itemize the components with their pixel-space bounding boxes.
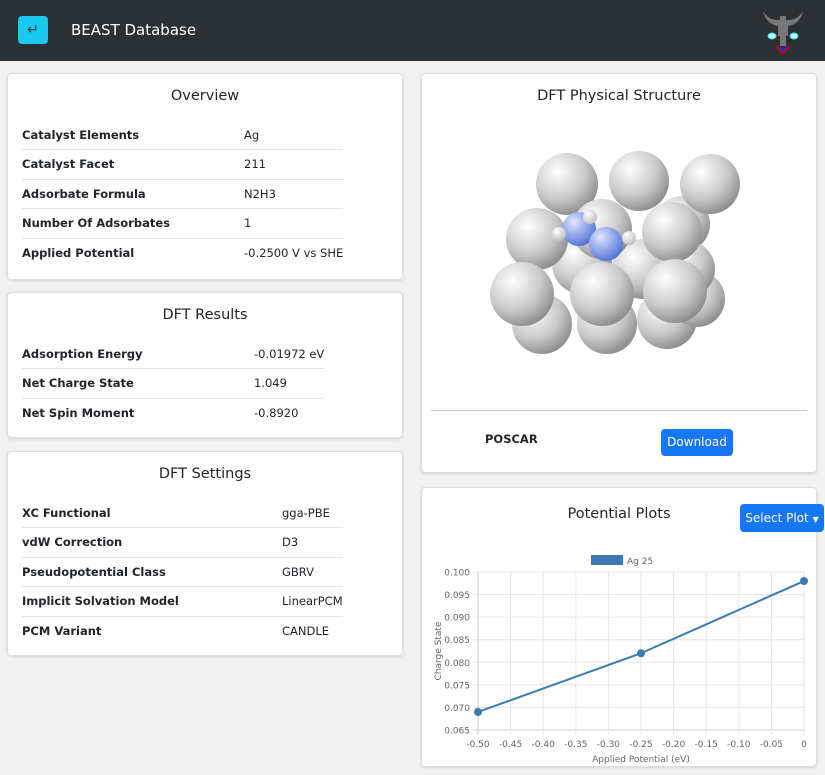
row-value: 1 — [244, 208, 344, 239]
table-row: PCM Variant CANDLE — [22, 616, 343, 646]
dft-settings-card: DFT Settings XC Functional gga-PBE vdW Cor… — [7, 451, 403, 656]
y-tick-label: 0.065 — [444, 727, 470, 737]
x-tick-label: -0.45 — [499, 740, 522, 750]
row-value: D3 — [282, 527, 343, 558]
x-tick-label: -0.50 — [466, 740, 490, 750]
table-row: Net Charge State 1.049 — [22, 368, 325, 399]
table-row: Number Of Adsorbates 1 — [22, 208, 344, 239]
x-tick-label: -0.05 — [760, 740, 783, 750]
charge-state-chart: 0.065 0.070 0.075 0.080 0.085 0.090 0.095 0.100… — [434, 555, 808, 765]
dft-results-card: DFT Results Adsorption Energy -0.01972 eV… — [7, 292, 403, 438]
x-tick-label: -0.30 — [597, 740, 621, 750]
x-tick-label: -0.35 — [564, 740, 587, 750]
row-value: GBRV — [282, 557, 343, 587]
row-label: Net Charge State — [22, 368, 254, 399]
row-value: -0.01972 eV — [254, 339, 325, 369]
structure-3d-viewer[interactable] — [482, 144, 762, 364]
return-arrow-icon: ↵ — [27, 22, 39, 38]
dft-settings-title: DFT Settings — [158, 466, 252, 482]
table-row: Adsorption Energy -0.01972 eV — [22, 339, 325, 369]
x-tick-label: -0.10 — [727, 740, 751, 750]
structure-title: DFT Physical Structure — [537, 88, 701, 104]
y-tick-label: 0.075 — [444, 681, 470, 691]
x-tick-label: 0 — [801, 740, 807, 750]
row-value: LinearPCM — [282, 586, 343, 617]
potential-plots-title: Potential Plots — [567, 506, 671, 522]
dft-results-table: Adsorption Energy -0.01972 eV Net Charge S… — [22, 339, 325, 428]
data-point — [474, 707, 482, 716]
row-label: Net Spin Moment — [22, 406, 135, 420]
top-navbar: ↵ BEAST Database — [0, 0, 825, 61]
x-tick-label: -0.20 — [662, 740, 686, 750]
beast-logo — [763, 11, 803, 56]
row-value: 1.049 — [254, 368, 325, 399]
x-tick-label: -0.25 — [629, 740, 652, 750]
overview-table: Catalyst Elements Ag Catalyst Facet 211 Adso… — [22, 120, 344, 268]
x-tick-label: -0.40 — [532, 740, 556, 750]
table-row: Catalyst Facet 211 — [22, 149, 344, 180]
caret-down-icon: ▼ — [812, 515, 819, 524]
dft-results-title: DFT Results — [162, 307, 248, 323]
y-tick-label: 0.085 — [444, 636, 470, 646]
legend-swatch — [591, 555, 623, 565]
dft-settings-table: XC Functional gga-PBE vdW Correction D3 Pseu… — [22, 498, 343, 646]
structure-card: DFT Physical Structure POSCAR Download — [421, 73, 817, 473]
divider — [431, 410, 807, 411]
data-point — [637, 649, 645, 658]
y-tick-label: 0.090 — [444, 614, 470, 624]
potential-plots-card: Potential Plots Select Plot ▼ 0.065 0.070… — [421, 487, 824, 767]
legend-label: Ag 25 — [627, 557, 653, 567]
row-label: Number Of Adsorbates — [22, 208, 244, 239]
overview-title: Overview — [170, 88, 240, 104]
row-label: Pseudopotential Class — [22, 557, 282, 587]
table-row: XC Functional gga-PBE — [22, 498, 343, 528]
table-row: vdW Correction D3 — [22, 527, 343, 558]
table-row: Applied Potential -0.2500 V vs SHE — [22, 238, 343, 268]
app-title: BEAST Database — [71, 21, 197, 39]
download-button[interactable]: Download — [661, 429, 733, 456]
y-tick-label: 0.095 — [444, 591, 470, 601]
x-axis-label: Applied Potential (eV) — [592, 755, 690, 765]
row-label: Adsorbate Formula — [22, 179, 244, 209]
row-label: PCM Variant — [22, 624, 102, 638]
data-point — [800, 577, 808, 586]
row-label: Adsorption Energy — [22, 339, 254, 369]
y-axis-label: Charge State — [434, 621, 444, 680]
y-tick-label: 0.070 — [444, 704, 470, 714]
row-value: 211 — [244, 149, 344, 180]
row-value: CANDLE — [282, 624, 330, 638]
row-label: Applied Potential — [22, 246, 135, 260]
back-button[interactable]: ↵ — [18, 16, 48, 44]
row-label: Catalyst Facet — [22, 149, 244, 180]
row-value: gga-PBE — [282, 498, 343, 528]
table-row: Catalyst Elements Ag — [22, 120, 344, 150]
x-tick-label: -0.15 — [695, 740, 718, 750]
row-label: XC Functional — [22, 498, 282, 528]
row-value: -0.2500 V vs SHE — [244, 246, 344, 260]
table-row: Net Spin Moment -0.8920 — [22, 398, 324, 428]
row-label: Catalyst Elements — [22, 120, 244, 150]
row-label: vdW Correction — [22, 527, 282, 558]
y-tick-label: 0.100 — [444, 569, 470, 579]
table-row: Adsorbate Formula N2H3 — [22, 179, 344, 209]
row-label: Implicit Solvation Model — [22, 586, 282, 617]
overview-card: Overview Catalyst Elements Ag Catalyst Fac… — [7, 73, 403, 280]
table-row: Implicit Solvation Model LinearPCM — [22, 586, 343, 617]
select-plot-label: Select Plot — [745, 511, 809, 525]
row-value: -0.8920 — [254, 406, 299, 420]
poscar-label: POSCAR — [485, 432, 538, 446]
select-plot-dropdown[interactable]: Select Plot ▼ — [740, 504, 824, 532]
table-row: Pseudopotential Class GBRV — [22, 557, 343, 587]
row-value: Ag — [244, 120, 344, 150]
row-value: N2H3 — [244, 179, 344, 209]
y-tick-label: 0.080 — [444, 659, 470, 669]
